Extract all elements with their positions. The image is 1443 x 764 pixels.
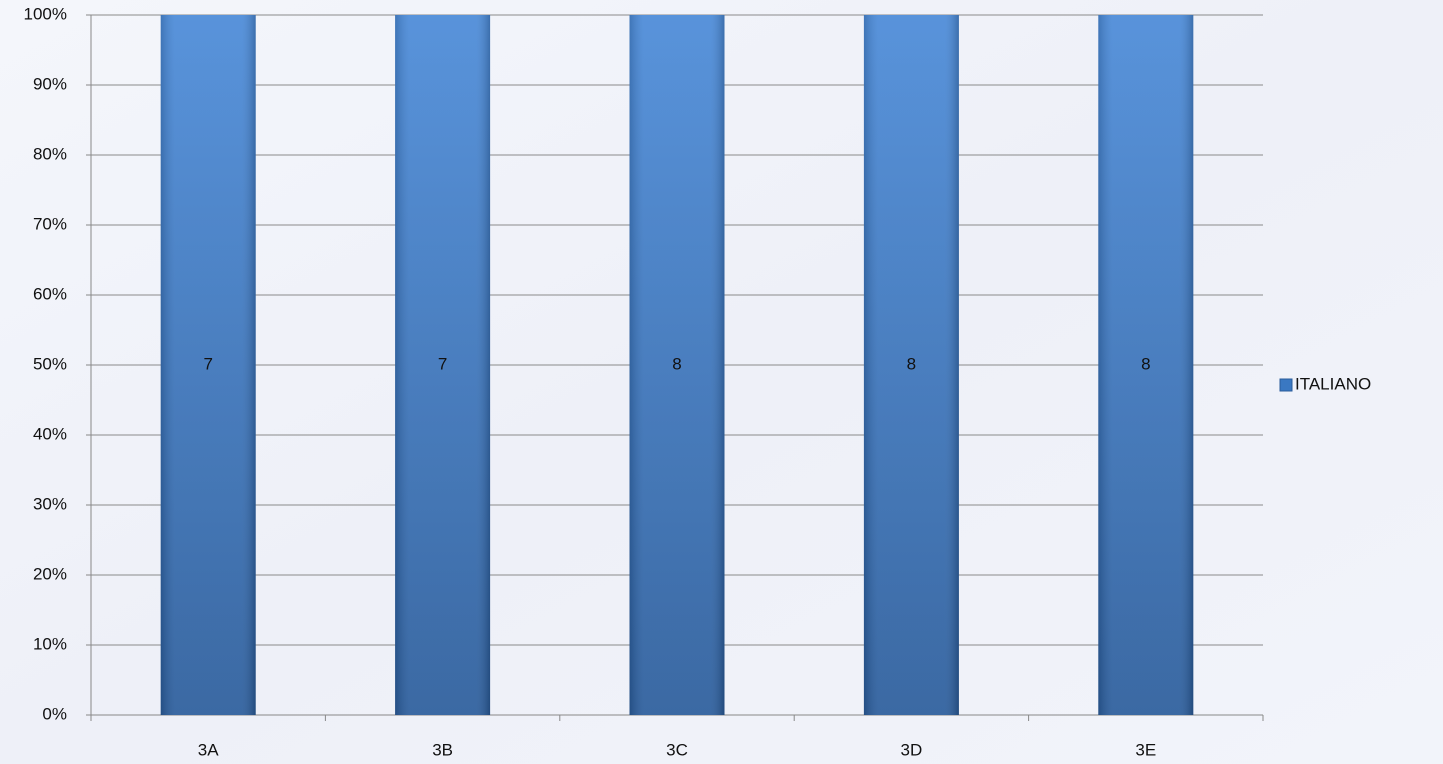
data-label: 8 (907, 354, 916, 373)
legend-label: ITALIANO (1295, 374, 1371, 393)
data-label: 7 (203, 354, 212, 373)
y-tick-label: 10% (33, 634, 67, 653)
legend-marker (1279, 378, 1293, 392)
y-tick-label: 0% (42, 704, 67, 723)
bar-shade (1098, 15, 1194, 715)
bar-shade (395, 15, 491, 715)
x-tick-label: 3E (1135, 740, 1156, 759)
bar-shade (160, 15, 256, 715)
x-tick-label: 3C (666, 740, 688, 759)
y-tick-label: 30% (33, 494, 67, 513)
data-label: 8 (1141, 354, 1150, 373)
y-tick-label: 100% (24, 4, 67, 23)
y-tick-label: 40% (33, 424, 67, 443)
y-tick-label: 70% (33, 214, 67, 233)
x-tick-label: 3A (198, 740, 219, 759)
y-tick-label: 60% (33, 284, 67, 303)
x-tick-label: 3B (432, 740, 453, 759)
bar-shade (629, 15, 725, 715)
bar-shade (863, 15, 959, 715)
y-tick-label: 20% (33, 564, 67, 583)
x-tick-label: 3D (901, 740, 923, 759)
y-tick-label: 90% (33, 74, 67, 93)
data-label: 7 (438, 354, 447, 373)
y-tick-label: 80% (33, 144, 67, 163)
y-tick-label: 50% (33, 354, 67, 373)
data-label: 8 (672, 354, 681, 373)
